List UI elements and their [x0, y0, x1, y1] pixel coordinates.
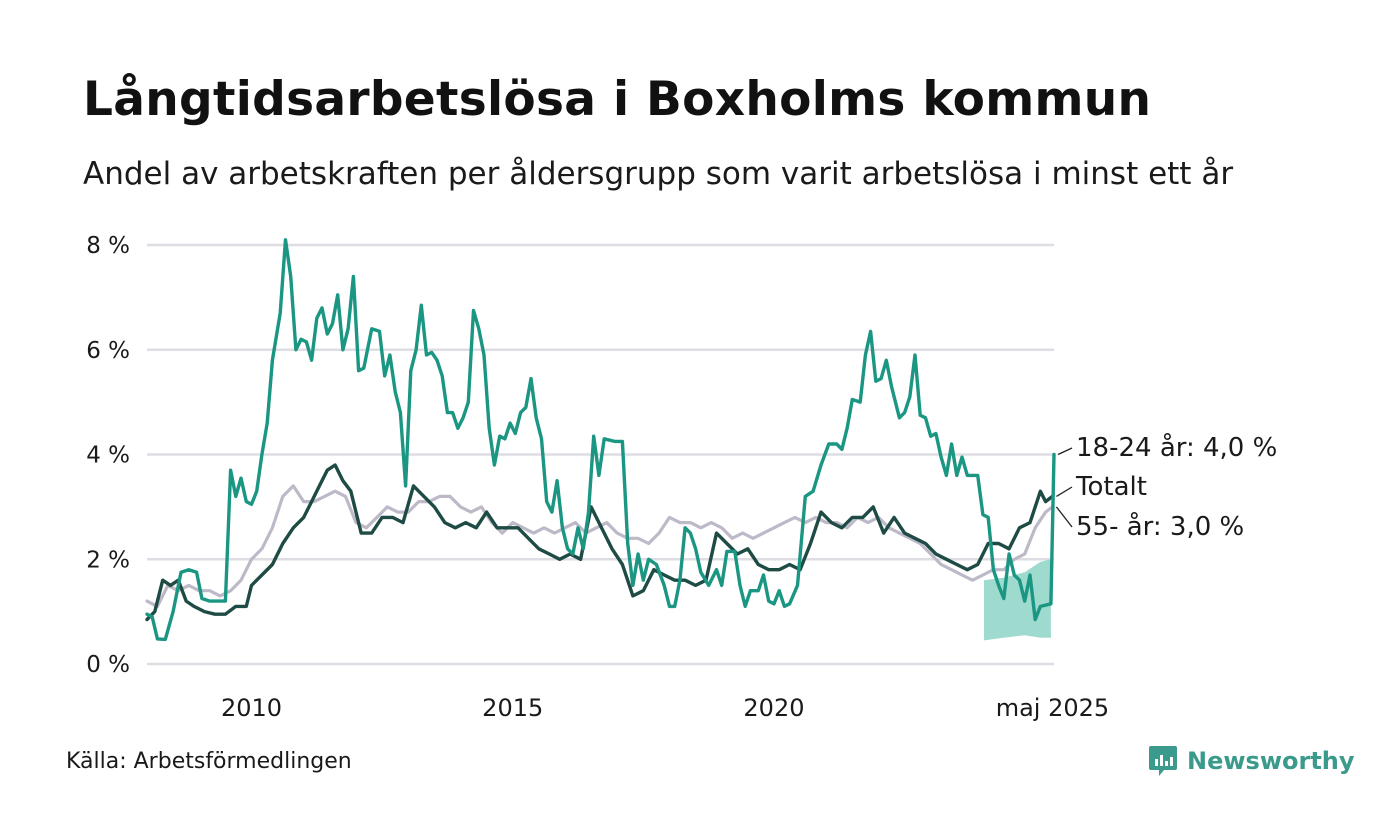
leader-line-old — [1055, 506, 1073, 528]
end-label-old: 55- år: 3,0 % — [1076, 511, 1244, 542]
y-tick-label: 2 % — [86, 547, 130, 573]
y-tick-label: 8 % — [86, 233, 130, 259]
x-axis-ticks: 2010 2015 2020 maj 2025 — [221, 694, 1109, 722]
x-tick-label: 2020 — [743, 694, 804, 722]
series-layer — [145, 238, 1056, 642]
source-note: Källa: Arbetsförmedlingen — [66, 749, 352, 774]
y-tick-label: 4 % — [86, 443, 130, 469]
brand-logo: Newsworthy — [1148, 744, 1355, 778]
y-tick-label: 6 % — [86, 338, 130, 364]
line-chart: 0 % 2 % 4 % 6 % 8 % 2010 2015 2020 maj 2025 55-… — [86, 233, 1277, 722]
x-tick-label: 2010 — [221, 694, 282, 722]
leader-line-young — [1057, 447, 1073, 456]
end-labels: 55- år: 3,0 % Totalt 18-24 år: 4,0 % — [1055, 432, 1277, 542]
brand-name: Newsworthy — [1187, 747, 1355, 775]
x-tick-label: 2015 — [482, 694, 543, 722]
leader-line-total — [1056, 486, 1073, 497]
y-tick-label: 0 % — [86, 652, 130, 678]
end-label-young: 18-24 år: 4,0 % — [1076, 432, 1277, 463]
chart-subtitle: Andel av arbetskraften per åldersgrupp s… — [83, 156, 1234, 192]
x-tick-label: maj 2025 — [996, 694, 1109, 722]
series-line-young — [145, 238, 1056, 642]
chart-title: Långtidsarbetslösa i Boxholms kommun — [83, 72, 1152, 127]
newsworthy-logo-icon — [1149, 746, 1177, 776]
y-axis-ticks: 0 % 2 % 4 % 6 % 8 % — [86, 233, 130, 678]
end-label-total: Totalt — [1075, 472, 1147, 502]
